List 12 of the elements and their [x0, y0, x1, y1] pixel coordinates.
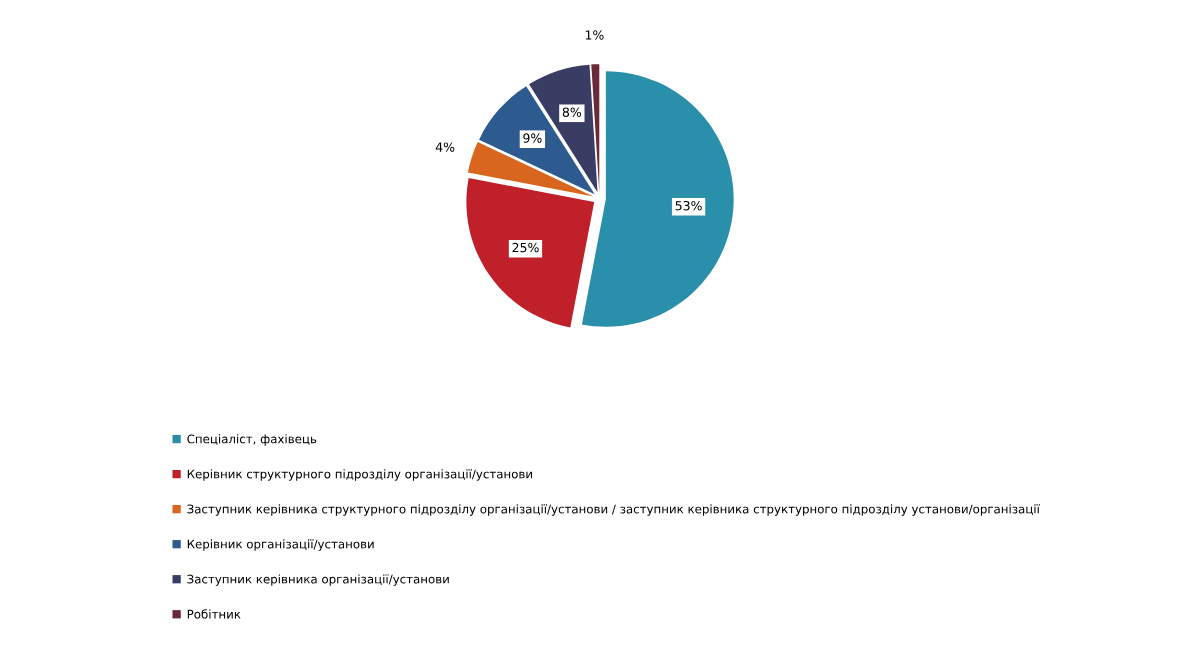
legend-label: Заступник керівника структурного підрозділу організації/установи / заступник керівника структурного підрозділу установи/організації: [187, 504, 1040, 516]
data-label: 25%: [512, 242, 539, 253]
legend-label: Заступник керівника організації/установи: [187, 574, 449, 586]
legend-label: Спеціаліст, фахівець: [187, 434, 317, 446]
data-label: 9%: [523, 133, 542, 143]
legend-label: Керівник структурного підрозділу організації/установи: [187, 469, 532, 481]
legend-label: Керівник організації/установи: [187, 539, 374, 551]
legend-label: Робітник: [187, 609, 241, 619]
data-label: 8%: [562, 107, 582, 117]
data-label: 53%: [675, 200, 702, 211]
data-label: 1%: [585, 30, 604, 40]
data-label: 4%: [435, 142, 455, 152]
